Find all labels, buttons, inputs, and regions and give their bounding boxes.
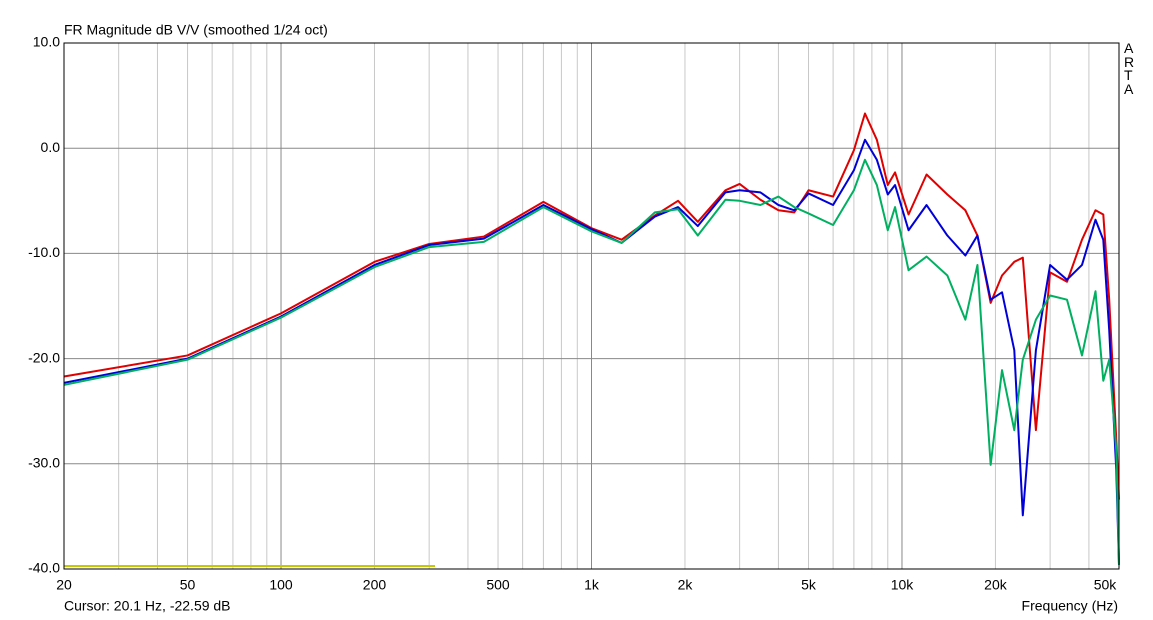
- x-tick-label: 20k: [984, 577, 1008, 593]
- x-axis-label: Frequency (Hz): [1022, 598, 1118, 614]
- series-line: [63, 112, 1120, 500]
- x-tick-label: 50k: [1094, 577, 1118, 593]
- y-tick-label: -30.0: [28, 455, 60, 471]
- brand: ARTA: [1124, 40, 1135, 97]
- cursor-readout: Cursor: 20.1 Hz, -22.59 dB: [64, 598, 231, 614]
- x-tick-label: 20: [56, 577, 72, 593]
- x-tick-label: 500: [486, 577, 510, 593]
- y-tick-label: -40.0: [28, 560, 60, 576]
- y-tick-label: -10.0: [28, 244, 60, 260]
- grid: [64, 42, 1119, 570]
- x-tick-label: 50: [180, 577, 196, 593]
- plot-frame: [63, 42, 1120, 570]
- x-tick-label: 200: [363, 577, 387, 593]
- y-tick-label: 0.0: [41, 139, 61, 155]
- chart-title: FR Magnitude dB V/V (smoothed 1/24 oct): [64, 22, 328, 38]
- x-tick-label: 2k: [678, 577, 694, 593]
- y-tick-label: -20.0: [28, 349, 60, 365]
- y-tick-label: 10.0: [33, 34, 60, 50]
- series-line: [63, 138, 1120, 565]
- x-tick-label: 5k: [801, 577, 817, 593]
- series-line: [63, 158, 1120, 565]
- x-tick-label: 100: [269, 577, 293, 593]
- x-tick-label: 10k: [891, 577, 915, 593]
- plot-lines: [63, 112, 1120, 565]
- x-tick-label: 1k: [584, 577, 600, 593]
